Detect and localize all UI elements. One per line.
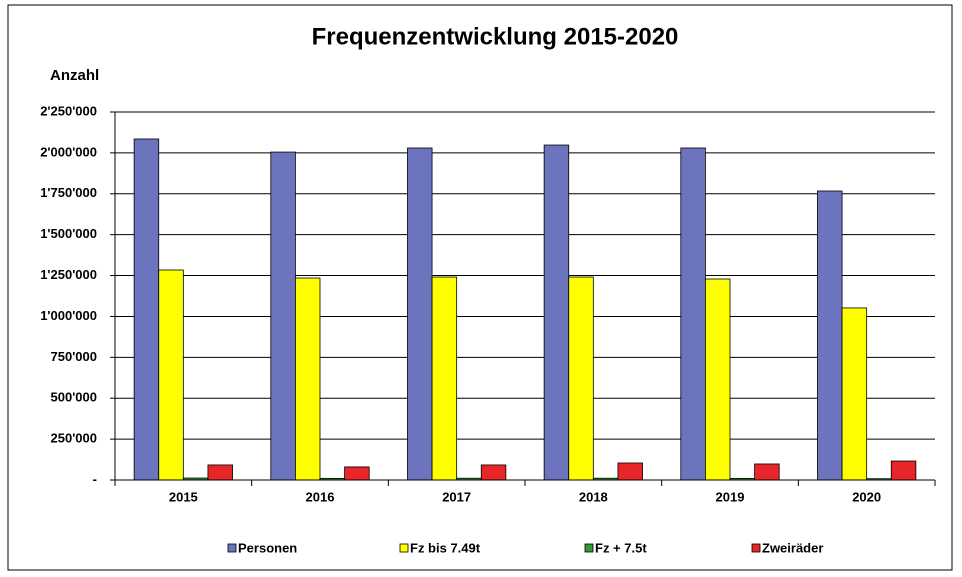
y-tick-label: 2'000'000 bbox=[40, 144, 97, 159]
bar bbox=[680, 147, 706, 481]
bar bbox=[890, 460, 917, 481]
legend-swatch bbox=[584, 543, 594, 553]
bar bbox=[431, 276, 458, 481]
bar bbox=[841, 307, 868, 481]
legend-label: Fz bis 7.49t bbox=[410, 540, 481, 555]
legend-label: Zweiräder bbox=[762, 540, 823, 555]
y-tick-label: 750'000 bbox=[51, 349, 97, 364]
bar bbox=[817, 190, 843, 481]
legend-label: Personen bbox=[238, 540, 297, 555]
x-tick-label: 2019 bbox=[716, 489, 745, 504]
bar bbox=[270, 151, 296, 481]
x-tick-label: 2016 bbox=[306, 489, 335, 504]
bar bbox=[480, 464, 507, 481]
x-tick-label: 2017 bbox=[442, 489, 471, 504]
y-tick-label: 1'500'000 bbox=[40, 226, 97, 241]
bar bbox=[133, 138, 160, 481]
y-axis-label: Anzahl bbox=[50, 67, 99, 84]
x-tick-label: 2020 bbox=[852, 489, 881, 504]
y-tick-label: 1'250'000 bbox=[40, 267, 97, 282]
x-tick-label: 2018 bbox=[579, 489, 608, 504]
legend-swatch bbox=[399, 543, 409, 553]
bar bbox=[617, 462, 643, 481]
legend-swatch bbox=[751, 543, 761, 553]
bar bbox=[754, 463, 780, 481]
y-tick-label: - bbox=[93, 471, 97, 486]
y-tick-label: 2'250'000 bbox=[40, 103, 97, 118]
bar bbox=[344, 466, 370, 481]
y-tick-label: 250'000 bbox=[51, 431, 97, 446]
legend-label: Fz + 7.5t bbox=[595, 540, 647, 555]
y-tick-label: 1'000'000 bbox=[40, 308, 97, 323]
chart-title: Frequenzentwicklung 2015-2020 bbox=[312, 23, 679, 50]
x-tick-label: 2015 bbox=[169, 489, 198, 504]
bar bbox=[158, 269, 184, 481]
bar bbox=[568, 276, 594, 481]
bar bbox=[543, 144, 570, 481]
bar bbox=[207, 464, 233, 481]
bar bbox=[705, 278, 731, 481]
legend-swatch bbox=[227, 543, 237, 553]
bar bbox=[407, 147, 433, 481]
y-tick-label: 1'750'000 bbox=[40, 185, 97, 200]
bar bbox=[294, 277, 321, 481]
y-tick-label: 500'000 bbox=[51, 390, 97, 405]
